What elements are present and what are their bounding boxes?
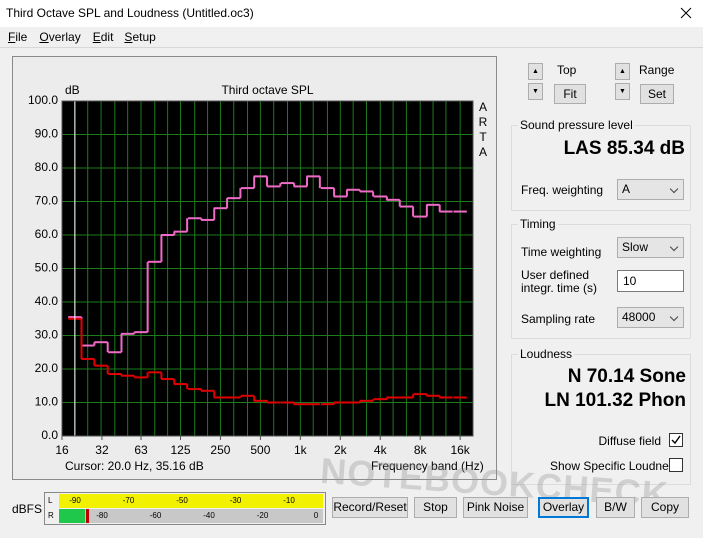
meter-bar-right xyxy=(59,509,323,523)
meter-channel: R xyxy=(48,511,54,520)
y-tick-label: 40.0 xyxy=(35,294,59,308)
spin-down[interactable]: ▼ xyxy=(615,83,630,100)
timing-group xyxy=(511,224,691,339)
field-label: User defined xyxy=(521,268,590,282)
x-tick-label: 8k xyxy=(414,443,428,457)
x-tick-label: 250 xyxy=(210,443,230,457)
meter-scale: -80 xyxy=(96,511,108,520)
spin-up[interactable]: ▲ xyxy=(615,63,630,80)
bw-button[interactable]: B/W xyxy=(596,497,635,518)
meter-scale: -90 xyxy=(69,496,81,505)
top-label: Top xyxy=(557,63,577,77)
chart: Third octave SPL dB Cursor: 20.0 Hz, 35.16… xyxy=(12,56,497,480)
title-bar xyxy=(0,0,703,27)
menu-item[interactable]: Edit xyxy=(92,30,114,44)
overlay-button[interactable]: Overlay xyxy=(538,497,589,518)
close-button[interactable] xyxy=(680,7,692,19)
y-tick-label: 0.0 xyxy=(41,428,58,442)
spl-reading: LAS 85.34 dB xyxy=(563,138,685,159)
checkmark xyxy=(671,435,681,445)
meter-scale: -70 xyxy=(123,496,135,505)
group-label: Timing xyxy=(518,217,558,231)
y-tick-label: 10.0 xyxy=(35,395,59,409)
field-label: Sampling rate xyxy=(521,312,596,326)
x-tick-label: 500 xyxy=(250,443,270,457)
spin-up[interactable]: ▲ xyxy=(528,63,543,80)
set-button[interactable]: Set xyxy=(640,84,674,104)
copy-button[interactable]: Copy xyxy=(641,497,689,518)
x-tick-label: 2k xyxy=(334,443,348,457)
y-unit: dB xyxy=(65,83,80,97)
separator xyxy=(0,47,703,48)
checkbox[interactable] xyxy=(669,433,683,447)
meter-scale: -30 xyxy=(230,496,242,505)
menu-bar: File Overlay Edit Setup xyxy=(8,30,156,44)
meter-scale: -40 xyxy=(203,511,215,520)
fit-button[interactable]: Fit xyxy=(554,84,586,104)
time-weighting-select[interactable]: Slow xyxy=(617,237,684,258)
chart-title: Third octave SPL xyxy=(221,83,313,97)
plot-border xyxy=(61,100,474,437)
sampling-rate-select[interactable]: 48000 xyxy=(617,307,684,328)
checkbox-label: Diffuse field xyxy=(598,434,661,448)
x-tick-label: 63 xyxy=(134,443,148,457)
y-tick-label: 100.0 xyxy=(28,93,58,107)
freq-weighting-select[interactable]: A xyxy=(617,179,684,200)
meter-scale: -10 xyxy=(283,496,295,505)
group-label: Sound pressure level xyxy=(518,118,635,132)
loudness-ln: LN 101.32 Phon xyxy=(544,390,687,411)
meter-scale: 0 xyxy=(314,511,319,520)
x-tick-label: 1k xyxy=(294,443,308,457)
meter-scale: -50 xyxy=(176,496,188,505)
meter-bar-left xyxy=(59,494,323,508)
field-label: Freq. weighting xyxy=(521,183,604,197)
menu-item[interactable]: Overlay xyxy=(39,30,81,44)
window-title: Third Octave SPL and Loudness (Untitled.… xyxy=(6,6,254,20)
field-label: integr. time (s) xyxy=(521,281,598,295)
y-tick-label: 20.0 xyxy=(35,361,59,375)
x-tick-label: 16 xyxy=(55,443,69,457)
y-tick-label: 30.0 xyxy=(35,328,59,342)
spin-down[interactable]: ▼ xyxy=(528,83,543,100)
x-tick-label: 32 xyxy=(95,443,109,457)
group-label: Loudness xyxy=(518,347,575,361)
meter-channel: L xyxy=(48,496,53,505)
integr-time-input[interactable]: 10 xyxy=(617,270,684,292)
y-tick-label: 60.0 xyxy=(35,227,59,241)
menu-item[interactable]: File xyxy=(8,30,28,44)
y-tick-label: 70.0 xyxy=(35,194,59,208)
meter-scale: -60 xyxy=(150,511,162,520)
range-label: Range xyxy=(639,63,675,77)
meter-scale: -20 xyxy=(257,511,269,520)
meter-peak xyxy=(86,509,89,523)
meter-bar-right xyxy=(59,509,85,523)
field-label: Time weighting xyxy=(521,245,602,259)
x-tick-label: 4k xyxy=(374,443,388,457)
y-tick-label: 90.0 xyxy=(35,127,59,141)
cursor-readout: Cursor: 20.0 Hz, 35.16 dB xyxy=(65,459,204,473)
y-tick-label: 80.0 xyxy=(35,160,59,174)
record-reset-button[interactable]: Record/Reset xyxy=(332,497,408,518)
x-tick-label: 125 xyxy=(170,443,190,457)
y-tick-label: 50.0 xyxy=(35,261,59,275)
stop-button[interactable]: Stop xyxy=(414,497,457,518)
x-tick-label: 16k xyxy=(450,443,470,457)
menu-item[interactable]: Setup xyxy=(124,30,156,44)
level-meter: LR -90 -70 -50 -30 -10 -80 -60 -40 -20 0 xyxy=(44,492,326,525)
loudness-n: N 70.14 Sone xyxy=(567,366,686,387)
pink-noise-button[interactable]: Pink Noise xyxy=(463,497,528,518)
loudness-group xyxy=(511,354,691,485)
checkbox-label: Show Specific Loudness xyxy=(550,459,681,473)
x-axis-label: Frequency band (Hz) xyxy=(371,459,484,473)
checkbox[interactable] xyxy=(669,458,683,472)
meter-label: dBFS xyxy=(12,502,43,516)
